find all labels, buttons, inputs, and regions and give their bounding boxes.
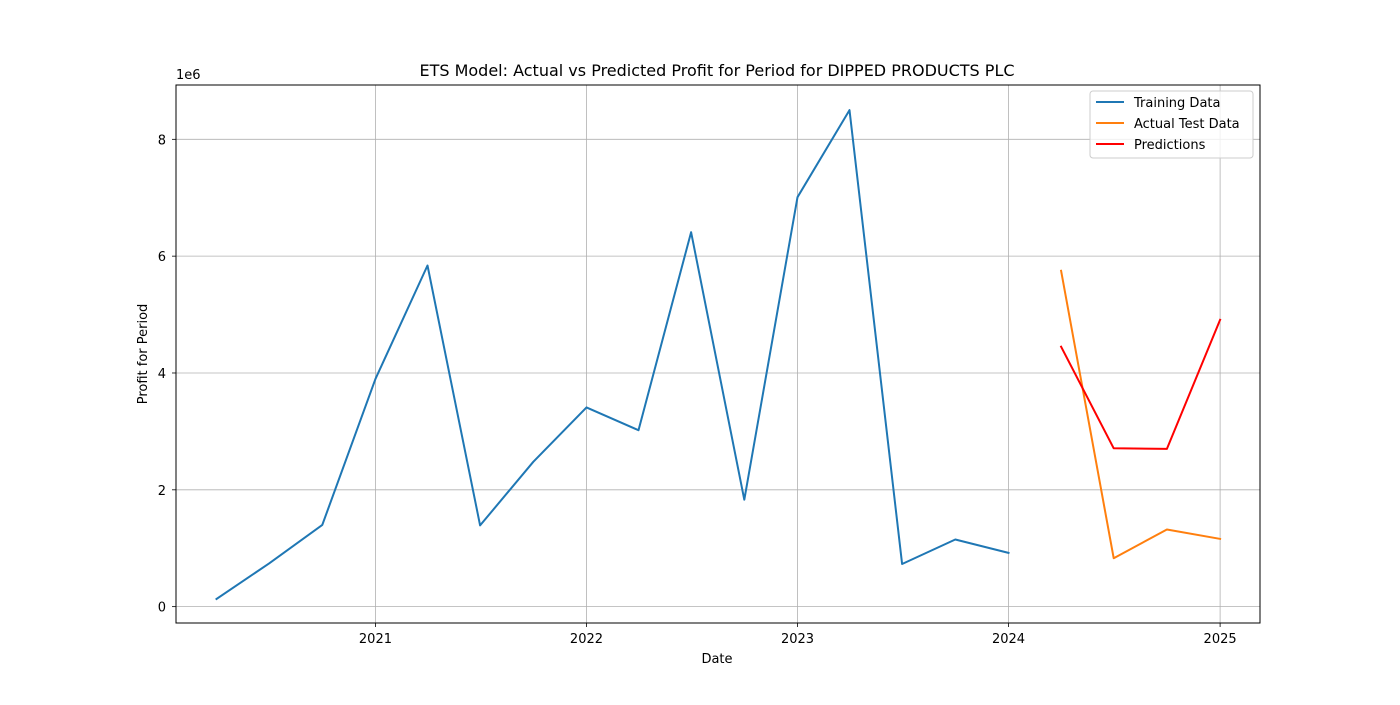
y-tick-label-0: 0 [158, 601, 166, 616]
y-offset-label: 1e6 [176, 68, 201, 83]
series-line-predictions [1059, 318, 1222, 450]
series-line-training-data [215, 109, 1010, 601]
y-tick-label-6: 6 [158, 250, 166, 265]
legend-label-training: Training Data [1133, 96, 1220, 111]
x-axis-label: Date [701, 652, 732, 667]
y-tick-label-2: 2 [158, 484, 166, 499]
series-line-actual-test-data [1059, 269, 1222, 560]
plot-frame [175, 84, 1261, 624]
legend: Training Data Actual Test Data Predictio… [1089, 90, 1254, 159]
x-axis-ticks: 2021 2022 2023 2024 2025 [359, 623, 1237, 647]
legend-box [1089, 90, 1254, 159]
y-tick-label-8: 8 [158, 133, 166, 148]
y-axis-ticks: 0 2 4 6 8 [158, 133, 176, 616]
y-tick-label-4: 4 [158, 367, 166, 382]
chart-title: ETS Model: Actual vs Predicted Profit fo… [419, 61, 1014, 80]
x-tick-label-2025: 2025 [1204, 632, 1237, 647]
plot-series [215, 109, 1222, 601]
legend-label-predictions: Predictions [1134, 138, 1206, 153]
legend-label-actual-test: Actual Test Data [1134, 117, 1240, 132]
x-tick-label-2021: 2021 [359, 632, 392, 647]
x-tick-label-2023: 2023 [781, 632, 814, 647]
x-tick-label-2022: 2022 [570, 632, 603, 647]
grid-lines [176, 85, 1260, 623]
y-axis-label: Profit for Period [136, 304, 151, 405]
x-tick-label-2024: 2024 [992, 632, 1025, 647]
